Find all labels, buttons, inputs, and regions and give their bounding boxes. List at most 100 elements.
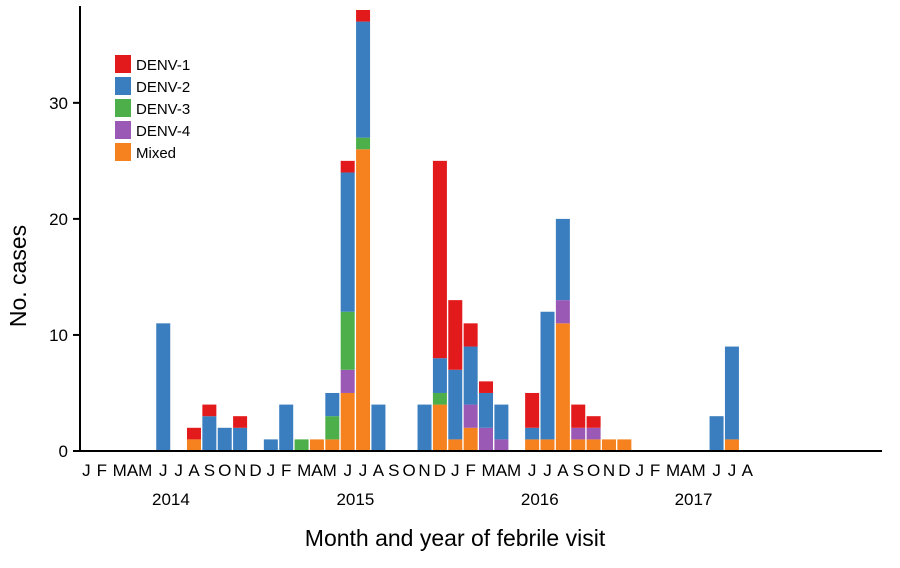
x-tick-label: N [603, 461, 615, 480]
bar-segment-denv-3 [432, 392, 447, 405]
bar-segment-mixed [571, 439, 586, 451]
y-tick-label: 30 [49, 94, 68, 113]
x-tick-label: J [343, 461, 352, 480]
bar-segment-mixed [325, 439, 340, 451]
bar-segment-mixed [617, 439, 632, 451]
x-tick-label: J [528, 461, 537, 480]
bar-segment-denv-1 [432, 160, 447, 359]
bar-segment-denv-2 [463, 346, 478, 405]
legend-label: DENV-3 [136, 101, 190, 118]
bar-segment-denv-4 [340, 369, 355, 393]
bar-segment-denv-2 [217, 427, 232, 451]
year-label: 2016 [521, 490, 559, 509]
x-tick-label: O [403, 461, 416, 480]
y-tick-label: 20 [49, 210, 68, 229]
bar-segment-denv-2 [525, 427, 540, 440]
legend-label: Mixed [136, 145, 176, 162]
bar-segment-denv-2 [263, 439, 278, 451]
x-tick-label: A [188, 461, 200, 480]
x-tick-label: F [465, 461, 475, 480]
bar-segment-mixed [340, 392, 355, 451]
legend-swatch [115, 99, 131, 117]
x-tick-label: S [573, 461, 584, 480]
bar-segment-mixed [432, 404, 447, 451]
bar-segment-mixed [356, 149, 371, 451]
x-tick-label: J [635, 461, 644, 480]
bar-segment-denv-4 [463, 404, 478, 428]
bar-segment-denv-1 [586, 416, 601, 428]
bar-segment-denv-4 [571, 427, 586, 440]
bar-segment-mixed [586, 439, 601, 451]
x-tick-label: J [159, 461, 168, 480]
bar-segment-denv-2 [540, 311, 555, 440]
bar-segment-denv-1 [233, 416, 248, 428]
bar-segment-mixed [463, 427, 478, 451]
bar-segment-denv-1 [202, 404, 217, 417]
legend: DENV-1 DENV-2 DENV-3 DENV-4 Mixed [115, 55, 190, 162]
bar-segment-mixed [525, 439, 540, 451]
bar-segment-denv-2 [279, 404, 294, 451]
bar-segment-denv-1 [340, 160, 355, 173]
y-tick-label: 0 [59, 442, 68, 461]
x-axis-title: Month and year of febrile visit [305, 525, 606, 551]
bar-segment-denv-2 [724, 346, 739, 440]
x-tick-label: J [267, 461, 276, 480]
bar-segment-mixed [186, 439, 201, 451]
x-tick-label: J [451, 461, 460, 480]
legend-swatch [115, 121, 131, 139]
x-tick-label: O [587, 461, 600, 480]
y-axis-title: No. cases [5, 225, 31, 327]
x-tick-label: J [543, 461, 552, 480]
x-tick-label: N [418, 461, 430, 480]
x-tick-label: J [712, 461, 721, 480]
bar-segment-denv-2 [432, 358, 447, 393]
x-tick-label: N [234, 461, 246, 480]
bar-segment-denv-3 [356, 137, 371, 150]
x-tick-label: MAM [297, 461, 337, 480]
legend-label: DENV-4 [136, 123, 190, 140]
bar-segment-denv-3 [340, 311, 355, 370]
x-tick-label: S [388, 461, 399, 480]
legend-swatch [115, 77, 131, 95]
year-label: 2014 [152, 490, 190, 509]
x-tick-label: F [281, 461, 291, 480]
bar-segment-denv-1 [571, 404, 586, 428]
x-tick-label: D [434, 461, 446, 480]
bar-segment-denv-1 [356, 10, 371, 22]
x-tick-label: S [204, 461, 215, 480]
bar-segment-denv-1 [525, 392, 540, 428]
bar-segment-denv-2 [448, 369, 463, 440]
bar-segment-denv-2 [494, 404, 509, 440]
bar-segment-mixed [540, 439, 555, 451]
bar-segment-mixed [724, 439, 739, 451]
bar-segment-denv-2 [325, 392, 340, 417]
legend-swatch [115, 55, 131, 73]
bar-segment-denv-3 [294, 439, 309, 451]
legend-label: DENV-1 [136, 57, 190, 74]
x-tick-label: J [82, 461, 91, 480]
x-tick-label: MAM [666, 461, 706, 480]
x-tick-label: O [218, 461, 231, 480]
x-tick-label: D [249, 461, 261, 480]
x-tick-label: F [97, 461, 107, 480]
x-tick-label: A [557, 461, 569, 480]
x-tick-label: A [742, 461, 754, 480]
bar-segment-denv-2 [709, 416, 724, 451]
bar-segment-denv-2 [202, 416, 217, 451]
x-tick-label: D [618, 461, 630, 480]
bar-segment-denv-3 [325, 416, 340, 440]
bar-segment-denv-1 [479, 381, 494, 393]
x-tick-label: J [728, 461, 737, 480]
x-ticks: J F MAM J J A S O N D J F MAM J J A S O N D J F MAM J J A S O N D J F MA… [82, 461, 753, 480]
year-label: 2015 [336, 490, 374, 509]
bar-segment-denv-2 [371, 404, 386, 451]
bar-segment-denv-1 [463, 323, 478, 347]
bar-segment-denv-2 [156, 323, 171, 451]
year-label: 2017 [675, 490, 713, 509]
legend-label: DENV-2 [136, 79, 190, 96]
x-tick-label: J [359, 461, 368, 480]
year-labels: 2014 2015 2016 2017 [152, 490, 712, 509]
y-tick-label: 10 [49, 326, 68, 345]
bar-segment-denv-2 [555, 218, 570, 301]
